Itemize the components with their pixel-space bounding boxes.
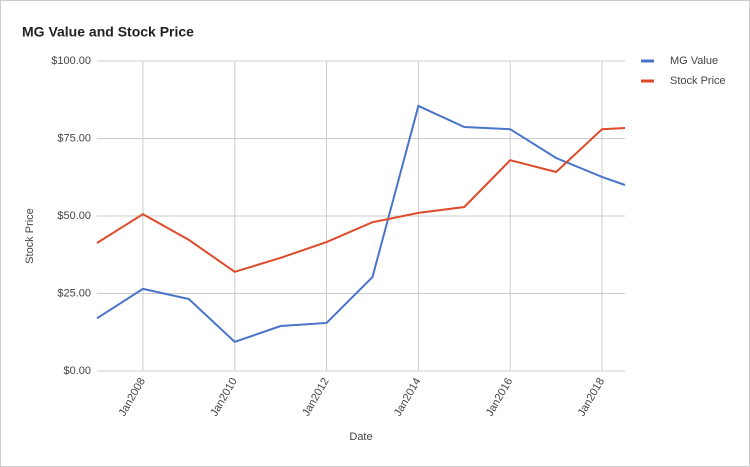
legend-label: Stock Price (670, 75, 726, 87)
y-axis-label: Stock Price (24, 208, 36, 264)
chart-title: MG Value and Stock Price (22, 24, 194, 40)
y-tick-label: $100.00 (51, 55, 91, 67)
series-line (96, 104, 626, 344)
y-tick-label: $25.00 (57, 287, 91, 299)
legend-label: MG Value (670, 55, 718, 67)
y-tick-label: $50.00 (57, 210, 91, 222)
series-line (96, 126, 626, 273)
y-tick-label: $75.00 (57, 132, 91, 144)
y-tick-label: $0.00 (63, 365, 91, 377)
x-axis-label: Date (349, 431, 372, 443)
